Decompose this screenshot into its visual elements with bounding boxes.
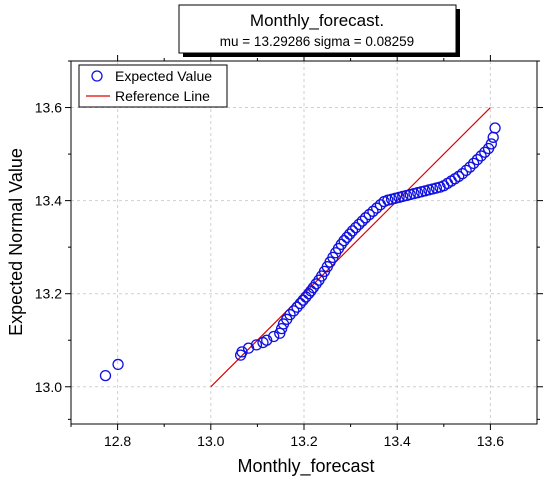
axis-ticks: 12.8 13.0 13.2 13.4 13.6 13.0 13.2 13.4 13.6: [35, 55, 543, 449]
data-point: [307, 281, 319, 294]
data-point: [99, 369, 112, 382]
data-point: [356, 215, 368, 227]
chart-title-box: Monthly_forecast. mu = 13.29286 sigma = …: [178, 4, 460, 57]
data-point: [284, 308, 296, 321]
data-point: [453, 170, 465, 183]
data-point: [338, 234, 350, 247]
data-point: [294, 297, 306, 310]
y-tick-label: 13.4: [35, 193, 62, 209]
x-axis-title: Monthly_forecast: [237, 456, 374, 477]
x-tick-label: 12.8: [104, 433, 131, 449]
data-point: [346, 225, 359, 237]
data-point: [310, 278, 322, 290]
legend-label-expected-value: Expected Value: [115, 68, 212, 84]
data-point: [261, 334, 273, 346]
legend-marker-expected-value: [91, 70, 103, 82]
legend-label-reference-line: Reference Line: [115, 88, 210, 104]
data-point: [460, 164, 472, 177]
data-point: [485, 138, 497, 150]
chart-subtitle: mu = 13.29286 sigma = 0.08259: [220, 34, 414, 49]
data-point: [471, 154, 484, 166]
data-point: [112, 358, 124, 371]
data-point: [335, 238, 347, 251]
y-tick-label: 13.0: [35, 379, 62, 395]
data-point: [359, 212, 372, 224]
y-axis-title: Expected Normal Value: [6, 148, 26, 336]
data-point: [268, 330, 280, 343]
data-point: [464, 161, 476, 173]
data-point: [353, 218, 365, 231]
data-point: [344, 228, 356, 240]
data-point: [297, 294, 309, 306]
data-point: [291, 301, 303, 313]
data-point: [350, 221, 362, 234]
x-tick-label: 13.2: [290, 433, 317, 449]
data-point: [371, 202, 383, 214]
data-point: [467, 157, 480, 170]
data-point: [288, 305, 300, 317]
y-tick-label: 13.6: [35, 100, 62, 116]
x-tick-label: 13.4: [384, 433, 411, 449]
data-point: [367, 205, 379, 217]
data-point: [236, 346, 248, 358]
data-point: [489, 122, 501, 134]
data-point: [363, 208, 375, 221]
x-tick-label: 13.0: [197, 433, 224, 449]
legend: Expected Value Reference Line: [78, 64, 228, 108]
data-point: [479, 146, 491, 158]
expected-value-points: [99, 122, 501, 382]
y-tick-label: 13.2: [35, 286, 62, 302]
data-point: [456, 167, 469, 180]
data-point: [475, 150, 487, 162]
data-point: [487, 131, 499, 143]
data-point: [250, 339, 263, 351]
chart-title: Monthly_forecast.: [250, 11, 384, 30]
x-tick-label: 13.6: [477, 433, 504, 449]
data-point: [341, 231, 353, 244]
grid-lines: [71, 61, 537, 424]
